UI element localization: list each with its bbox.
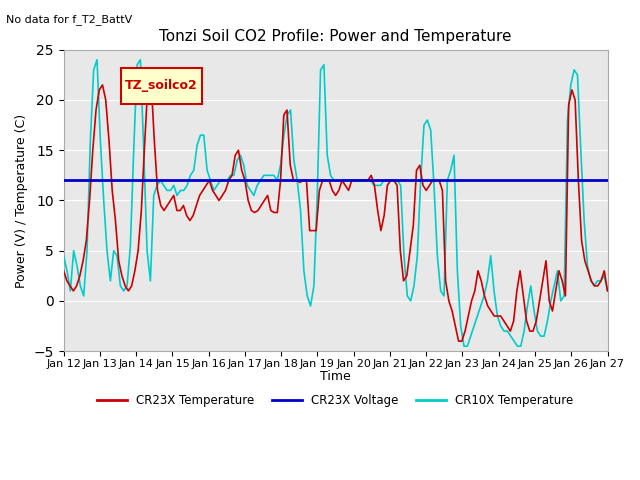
CR10X Temperature xyxy=(487,253,495,259)
X-axis label: Time: Time xyxy=(320,370,351,383)
CR23X Temperature xyxy=(60,268,67,274)
CR10X Temperature xyxy=(584,263,591,269)
CR23X Temperature xyxy=(529,328,537,334)
Legend: CR23X Temperature, CR23X Voltage, CR10X Temperature: CR23X Temperature, CR23X Voltage, CR10X … xyxy=(93,389,579,412)
Y-axis label: Power (V) / Temperature (C): Power (V) / Temperature (C) xyxy=(15,113,28,288)
CR23X Temperature xyxy=(584,268,592,274)
CR23X Temperature xyxy=(276,178,284,183)
Title: Tonzi Soil CO2 Profile: Power and Temperature: Tonzi Soil CO2 Profile: Power and Temper… xyxy=(159,29,512,44)
CR23X Temperature xyxy=(209,188,216,193)
CR10X Temperature xyxy=(93,57,101,63)
CR10X Temperature xyxy=(147,278,154,284)
CR23X Temperature xyxy=(490,313,498,319)
CR10X Temperature xyxy=(463,343,471,349)
CR10X Temperature xyxy=(460,343,468,349)
FancyBboxPatch shape xyxy=(121,68,202,104)
CR23X Temperature xyxy=(455,338,463,344)
CR10X Temperature xyxy=(604,288,611,294)
CR10X Temperature xyxy=(284,112,291,118)
CR23X Temperature xyxy=(147,77,155,83)
CR23X Temperature xyxy=(604,288,611,294)
Text: No data for f_T2_BattV: No data for f_T2_BattV xyxy=(6,14,132,25)
CR23X Voltage xyxy=(96,178,104,183)
CR23X Temperature xyxy=(500,318,508,324)
Line: CR10X Temperature: CR10X Temperature xyxy=(63,60,607,346)
CR10X Temperature xyxy=(323,152,331,158)
Line: CR23X Temperature: CR23X Temperature xyxy=(63,80,607,341)
CR10X Temperature xyxy=(60,253,67,259)
CR23X Voltage xyxy=(60,178,67,183)
Text: TZ_soilco2: TZ_soilco2 xyxy=(125,79,198,93)
